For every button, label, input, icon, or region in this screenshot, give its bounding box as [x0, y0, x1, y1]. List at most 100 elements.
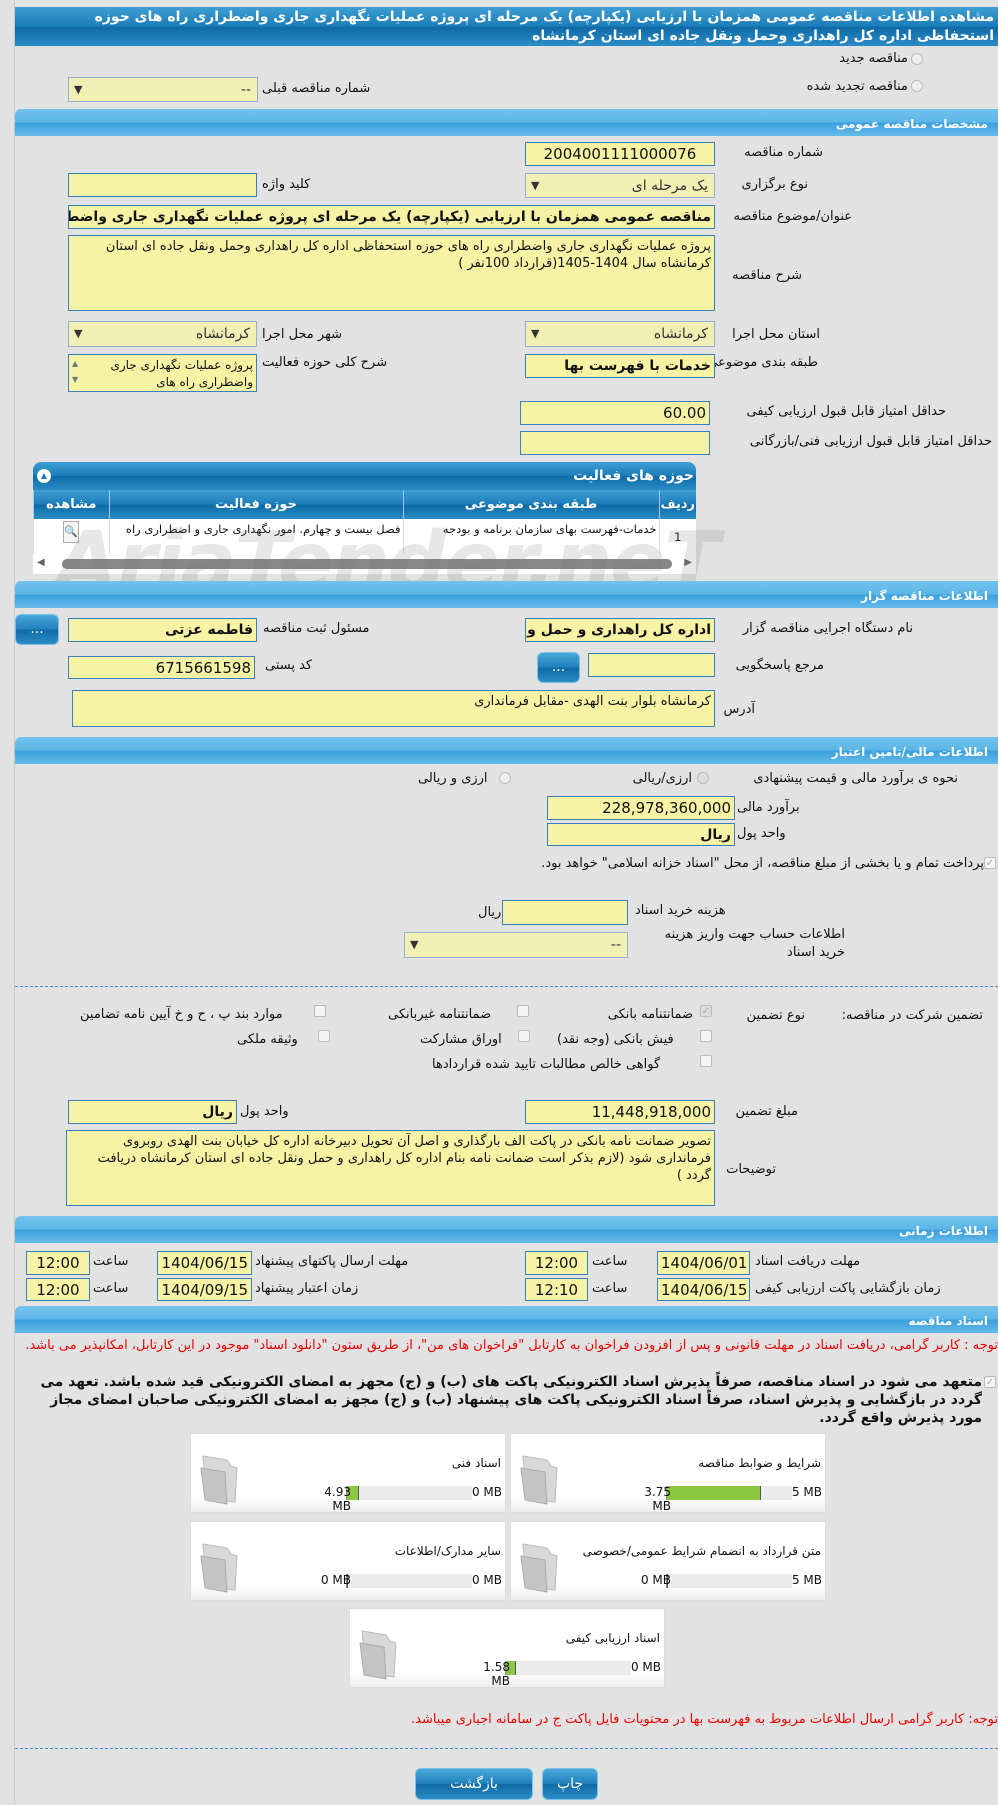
account-select[interactable]: -- ▼ — [404, 932, 628, 958]
scroll-right-icon[interactable]: ▶ — [684, 557, 692, 568]
document-usage-bar — [346, 1574, 472, 1588]
activities-panel: حوزه های فعالیت ▲ ردیف طبقه بندی موضوعی … — [33, 462, 696, 574]
category-field[interactable]: خدمات با فهرست بها — [525, 354, 715, 378]
scrollbar-thumb[interactable] — [62, 559, 672, 569]
tender-number-field[interactable]: 2004001111000076 — [525, 142, 715, 166]
checkbox-nonbank-guarantee[interactable] — [517, 1005, 529, 1017]
estimate-field[interactable]: 228,978,360,000 — [547, 796, 735, 820]
responsible-browse-button[interactable]: ... — [15, 614, 59, 645]
doc-cost-label: هزینه خرید اسناد — [635, 903, 726, 918]
prev-number-label: شماره مناقصه قبلی — [262, 81, 371, 96]
document-card[interactable]: اسناد فنی 50 MB 4.93 MB — [190, 1433, 506, 1513]
min-quality-field[interactable]: 60.00 — [520, 401, 710, 425]
holding-type-label: نوع برگزاری — [741, 177, 808, 192]
document-card[interactable]: اسناد ارزیابی کیفی 20 MB 1.58 MB — [349, 1608, 665, 1688]
back-button[interactable]: بازگشت — [415, 1768, 533, 1800]
document-used-size: 4.93 MB — [324, 1485, 351, 1513]
submit-date[interactable]: 1404/06/15 — [157, 1251, 252, 1275]
responsible-label: مسئول ثبت مناقصه — [263, 621, 370, 636]
horizontal-scrollbar[interactable]: ◀ ▶ — [33, 554, 696, 574]
document-max-size: 50 MB — [464, 1485, 502, 1499]
responsible-field[interactable]: فاطمه عزتی — [68, 618, 257, 642]
documents-notice: توجه : کاربر گرامی، دریافت اسناد در مهلت… — [25, 1338, 998, 1353]
folder-icon[interactable] — [197, 1540, 243, 1594]
doc-deadline-date[interactable]: 1404/06/01 — [657, 1251, 750, 1275]
checkbox-cash-receipt[interactable] — [700, 1030, 712, 1042]
folder-icon[interactable] — [517, 1452, 563, 1506]
province-select[interactable]: کرمانشاه ▼ — [525, 321, 715, 347]
validity-time[interactable]: 12:00 — [26, 1278, 90, 1301]
activity-desc-listbox[interactable]: پروژه عملیات نگهداری جاری واضطراری راه ه… — [68, 354, 257, 392]
checkbox-bank-guarantee[interactable]: ✓ — [700, 1005, 712, 1017]
clauses-label: موارد بند پ ، ح و خ آیین نامه تضامین — [80, 1007, 283, 1022]
city-label: شهر محل اجرا — [262, 327, 342, 342]
scroll-left-icon[interactable]: ◀ — [37, 557, 45, 568]
min-quality-label: حداقل امتیاز قابل قبول ارزیابی کیفی — [746, 404, 946, 419]
radio-renewed-tender[interactable] — [911, 80, 923, 92]
checkbox-clauses[interactable] — [314, 1005, 326, 1017]
section-documents: اسناد مناقصه — [15, 1306, 998, 1333]
reference-field[interactable] — [588, 653, 715, 677]
tender-number-label: شماره مناقصه — [744, 145, 823, 160]
time-label: ساعت — [592, 1254, 628, 1269]
treasury-checkbox[interactable]: ✓ — [984, 857, 996, 869]
validity-date[interactable]: 1404/09/15 — [157, 1278, 252, 1301]
section-organizer: اطلاعات مناقصه گزار — [15, 581, 998, 608]
cash-receipt-label: فیش بانکی (وجه نقد) — [557, 1032, 674, 1047]
receivables-label: گواهی خالص مطالبات تایید شده قراردادها — [432, 1057, 661, 1072]
document-max-size: 5 MB — [791, 1573, 822, 1587]
org-field[interactable]: اداره کل راهداری و حمل و نقل — [525, 618, 715, 642]
col-view: مشاهده — [33, 490, 109, 519]
province-value: کرمانشاه — [653, 326, 708, 342]
guarantee-currency-field[interactable]: ریال — [68, 1100, 237, 1124]
folder-icon[interactable] — [517, 1540, 563, 1594]
holding-type-value: یک مرحله ای — [631, 178, 708, 194]
min-tech-field[interactable] — [520, 431, 710, 455]
doc-cost-field[interactable] — [502, 900, 628, 925]
guarantee-notes-field[interactable]: تصویر ضمانت نامه بانکی در پاکت الف بارگذ… — [66, 1130, 715, 1206]
reference-label: مرجع پاسخگویی — [735, 658, 824, 673]
radio-new-tender[interactable] — [911, 53, 923, 65]
rial-option-label: ارزی/ریالی — [632, 771, 692, 786]
address-field[interactable]: کرمانشاه بلوار بنت الهدی -مقابل فرماندار… — [72, 690, 715, 727]
reference-browse-button[interactable]: ... — [537, 652, 580, 683]
view-document-icon[interactable]: 🔍 — [63, 521, 80, 543]
folder-icon[interactable] — [197, 1452, 243, 1506]
prev-number-select[interactable]: -- ▼ — [68, 77, 258, 102]
checkbox-bonds[interactable] — [518, 1030, 530, 1042]
checkbox-receivables[interactable] — [700, 1055, 712, 1067]
submit-time[interactable]: 12:00 — [26, 1251, 90, 1275]
checkbox-property[interactable] — [318, 1030, 330, 1042]
chevron-down-icon: ▼ — [74, 327, 83, 340]
keyword-field[interactable] — [68, 173, 257, 197]
prev-number-value: -- — [240, 82, 251, 98]
document-usage-bar — [666, 1574, 792, 1588]
document-card[interactable]: سایر مدارک/اطلاعات 50 MB 0 MB — [190, 1521, 506, 1601]
chevron-down-icon: ▼ — [74, 83, 83, 96]
document-card[interactable]: شرایط و ضوابط مناقصه 5 MB 3.75 MB — [510, 1433, 826, 1513]
description-field[interactable]: پروژه عملیات نگهداری جاری واضطراری راه ه… — [68, 235, 715, 311]
bank-guarantee-label: ضمانتنامه بانکی — [607, 1007, 693, 1022]
city-value: کرمانشاه — [195, 326, 250, 342]
postal-field[interactable]: 6715661598 — [68, 656, 255, 679]
col-field: حوزه فعالیت — [108, 490, 403, 519]
commitment-checkbox[interactable]: ✓ — [984, 1376, 996, 1388]
radio-fx-rial[interactable] — [499, 772, 511, 784]
doc-deadline-time[interactable]: 12:00 — [525, 1251, 588, 1275]
print-button[interactable]: چاپ — [542, 1768, 598, 1800]
opening-time[interactable]: 12:10 — [525, 1278, 588, 1301]
city-select[interactable]: کرمانشاه ▼ — [68, 321, 257, 347]
listbox-scrollbar[interactable]: ▲ ▼ — [72, 359, 79, 384]
currency-field[interactable]: ریال — [547, 823, 735, 846]
subject-field[interactable]: مناقصه عمومی همزمان با ارزیابی (یکپارچه)… — [68, 205, 715, 229]
holding-type-select[interactable]: یک مرحله ای ▼ — [525, 173, 715, 198]
folder-icon[interactable] — [356, 1627, 402, 1681]
guarantee-amount-field[interactable]: 11,448,918,000 — [525, 1100, 715, 1124]
validity-label: زمان اعتبار پیشنهاد — [255, 1281, 359, 1296]
col-index: ردیف — [658, 490, 696, 519]
collapse-icon[interactable]: ▲ — [37, 469, 51, 483]
doc-cost-unit: ریال — [478, 905, 502, 920]
radio-rial[interactable] — [697, 772, 709, 784]
document-card[interactable]: متن قرارداد به انضمام شرایط عمومی/خصوصی 5… — [510, 1521, 826, 1601]
opening-date[interactable]: 1404/06/15 — [657, 1278, 750, 1301]
